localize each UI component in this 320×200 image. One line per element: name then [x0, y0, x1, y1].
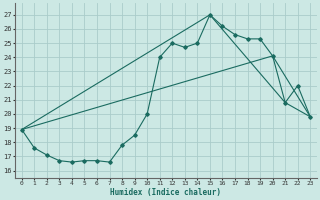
X-axis label: Humidex (Indice chaleur): Humidex (Indice chaleur) [110, 188, 221, 197]
